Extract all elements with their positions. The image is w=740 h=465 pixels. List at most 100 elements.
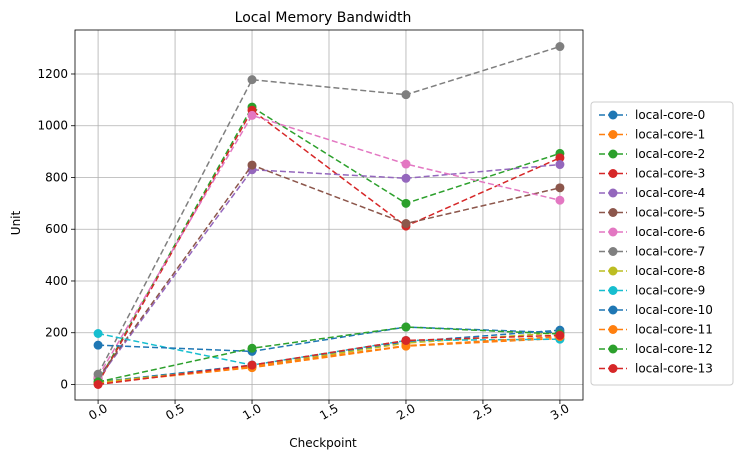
- grid: [75, 30, 583, 400]
- legend-swatch-marker: [608, 325, 618, 334]
- data-point: [247, 343, 257, 353]
- y-tick-label: 0: [60, 377, 68, 391]
- legend-item: local-core-8: [599, 264, 705, 278]
- series-line: [97, 334, 560, 386]
- x-tick-label: 0.5: [163, 401, 187, 423]
- x-tick-label: 0.0: [86, 401, 110, 423]
- legend-item: local-core-3: [599, 167, 705, 181]
- legend-swatch-marker: [608, 364, 618, 373]
- legend-label: local-core-11: [635, 323, 713, 337]
- y-tick-label: 1000: [37, 119, 68, 133]
- x-tick-label: 1.0: [240, 401, 264, 423]
- legend-swatch-marker: [608, 208, 618, 217]
- legend-swatch-marker: [608, 188, 618, 198]
- data-point: [401, 335, 411, 345]
- legend-swatch-marker: [608, 169, 618, 178]
- series-line: [97, 114, 561, 378]
- legend-label: local-core-10: [635, 303, 713, 317]
- legend-label: local-core-12: [635, 342, 713, 356]
- data-point: [401, 173, 411, 183]
- y-axis-label: Unit: [9, 210, 23, 235]
- legend-item: local-core-6: [599, 225, 705, 239]
- data-point: [93, 369, 103, 379]
- legend-label: local-core-2: [635, 147, 705, 161]
- series-local-core-7: [93, 42, 565, 379]
- legend-label: local-core-8: [635, 264, 705, 278]
- legend-swatch-marker: [608, 227, 618, 237]
- series-line: [97, 45, 561, 375]
- legend-label: local-core-3: [635, 167, 705, 181]
- series-local-core-13: [93, 330, 565, 389]
- data-point: [401, 90, 411, 100]
- legend-item: local-core-9: [599, 284, 705, 298]
- legend-label: local-core-13: [635, 362, 713, 376]
- legend-label: local-core-5: [635, 206, 705, 220]
- legend-label: local-core-1: [635, 128, 705, 142]
- x-tick-label: 2.0: [394, 401, 418, 423]
- y-tick-label: 400: [45, 274, 68, 288]
- legend-swatch-marker: [608, 247, 618, 256]
- data-point: [555, 330, 565, 340]
- data-point: [93, 340, 103, 350]
- data-point: [555, 160, 565, 170]
- data-point: [555, 153, 565, 163]
- series-line: [98, 326, 560, 353]
- legend-item: local-core-10: [599, 303, 713, 317]
- x-tick-label: 2.5: [471, 401, 495, 423]
- data-point: [93, 379, 103, 389]
- data-point: [247, 75, 257, 85]
- legend-item: local-core-13: [599, 362, 713, 376]
- series-line: [97, 109, 561, 384]
- y-tick-label: 600: [45, 222, 68, 236]
- series-line: [97, 163, 560, 380]
- axis-ticks: 0.0 0.5 1.0 1.5 2.0 2.5 3.0 0 200 400 600 800 1000 12…: [37, 67, 571, 423]
- data-point: [247, 160, 257, 170]
- legend-swatch-marker: [608, 110, 618, 120]
- legend-item: local-core-11: [599, 323, 713, 337]
- legend-item: local-core-4: [599, 186, 705, 200]
- series-layer: [93, 42, 565, 389]
- legend-label: local-core-4: [635, 186, 705, 200]
- legend-swatch-marker: [608, 305, 618, 315]
- data-point: [555, 42, 565, 52]
- y-tick-label: 800: [45, 170, 68, 184]
- legend-label: local-core-7: [635, 245, 705, 259]
- data-point: [93, 329, 103, 339]
- legend-label: local-core-9: [635, 284, 705, 298]
- data-point: [401, 198, 411, 208]
- legend-label: local-core-6: [635, 225, 705, 239]
- legend-item: local-core-5: [599, 206, 705, 220]
- y-tick-label: 200: [45, 326, 68, 340]
- data-point: [401, 322, 411, 332]
- x-tick-label: 1.5: [317, 401, 341, 423]
- legend-swatch-marker: [608, 344, 618, 354]
- legend-swatch-marker: [608, 266, 618, 276]
- legend-swatch-marker: [608, 130, 618, 139]
- legend-label: local-core-0: [635, 108, 705, 122]
- series-line: [97, 326, 560, 383]
- chart-title: Local Memory Bandwidth: [235, 10, 412, 26]
- series-line: [97, 106, 561, 383]
- data-point: [401, 219, 411, 229]
- legend-swatch-marker: [608, 286, 618, 295]
- data-point: [247, 360, 257, 370]
- x-axis-label: Checkpoint: [289, 436, 357, 450]
- series-line: [98, 329, 560, 383]
- data-point: [401, 159, 411, 169]
- data-point: [247, 110, 257, 120]
- series-line: [97, 332, 560, 366]
- legend-item: local-core-2: [599, 147, 705, 161]
- legend-item: local-core-7: [599, 245, 705, 259]
- y-tick-label: 1200: [37, 67, 68, 81]
- legend-item: local-core-0: [599, 108, 705, 122]
- data-point: [555, 183, 565, 193]
- legend: local-core-0 local-core-1 local-core-2 loca…: [590, 101, 734, 386]
- legend-swatch-marker: [608, 149, 618, 159]
- legend-item: local-core-12: [599, 342, 713, 356]
- x-tick-label: 3.0: [548, 401, 572, 423]
- legend-item: local-core-1: [599, 128, 705, 142]
- series-line: [97, 164, 561, 379]
- data-point: [555, 195, 565, 205]
